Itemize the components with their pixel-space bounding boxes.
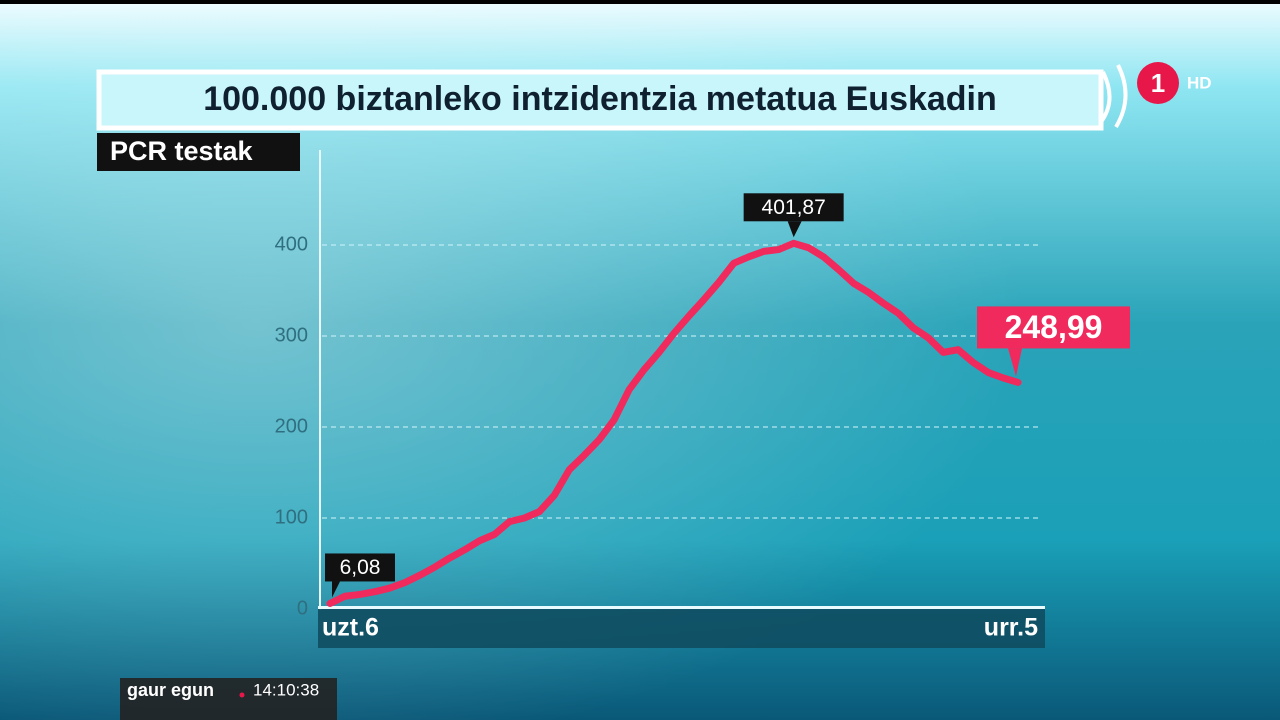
program-dot (239, 692, 245, 698)
top-bar (0, 0, 1280, 4)
plot: 0 100 200 300 400 uzt.6 urr.5 6,08 401,87 248,99 (275, 193, 1130, 642)
hd-badge: HD (1187, 73, 1212, 92)
channel-number: 1 (1151, 68, 1165, 98)
value-label: 6,08 (340, 556, 381, 579)
subtitle-box (97, 133, 300, 171)
value-label: 248,99 (1005, 309, 1103, 345)
chart-subtitle: PCR testak (110, 136, 254, 166)
x-tick-label: uzt.6 (322, 614, 379, 642)
clock-time: 14:10:38 (253, 680, 319, 699)
value-label-box (743, 193, 844, 222)
y-tick-label: 400 (275, 233, 308, 255)
value-label-box (977, 306, 1130, 349)
value-label-pointer (787, 221, 802, 238)
x-axis-line (318, 606, 1045, 609)
y-tick-label: 100 (275, 506, 308, 528)
y-tick-label: 300 (275, 324, 308, 346)
clock-box (120, 678, 337, 720)
x-tick-label: urr.5 (984, 614, 1038, 642)
chart-title: 100.000 biztanleko intzidentzia metatua … (203, 80, 997, 118)
value-label-pointer (1008, 348, 1022, 377)
title-box (96, 69, 1104, 131)
logo-arcs (1099, 64, 1128, 129)
program-name: gaur egun (127, 680, 214, 700)
data-line (326, 239, 1022, 607)
value-label: 401,87 (762, 196, 826, 219)
y-tick-label: 200 (275, 415, 308, 437)
logo-circle (1137, 62, 1179, 104)
x-axis-band (318, 608, 1045, 648)
value-label-pointer (332, 581, 340, 598)
value-label-box (325, 553, 395, 582)
y-tick-label: 0 (297, 597, 308, 619)
